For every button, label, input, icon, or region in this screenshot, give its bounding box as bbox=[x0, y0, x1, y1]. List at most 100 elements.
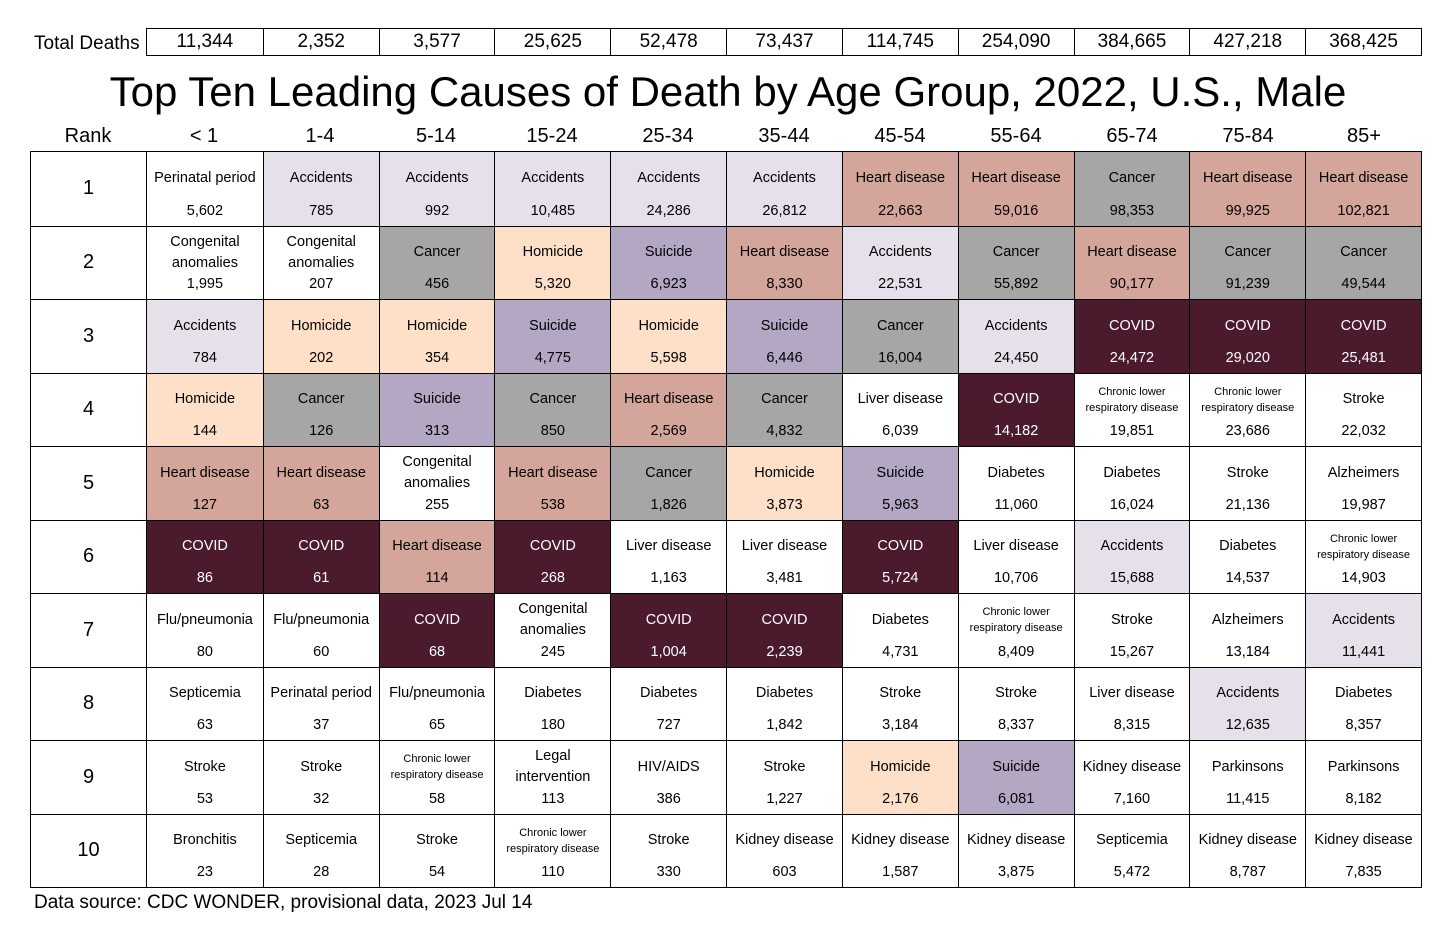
rank-label: 4 bbox=[31, 372, 147, 446]
cause-label: Cancer bbox=[529, 391, 577, 408]
death-count: 850 bbox=[540, 423, 565, 439]
cause-cell: Homicide 2,176 bbox=[841, 740, 958, 814]
cause-cell: Homicide 3,873 bbox=[726, 446, 842, 520]
cause-cell: Septicemia 5,472 bbox=[1073, 813, 1190, 887]
death-count: 5,472 bbox=[1113, 864, 1151, 880]
cause-label: Accidents bbox=[1100, 538, 1164, 555]
cause-cell: COVID 25,481 bbox=[1305, 299, 1421, 373]
cause-cell: Diabetes 4,731 bbox=[841, 593, 958, 667]
rank-label: 6 bbox=[31, 519, 147, 593]
cause-label: Suicide bbox=[644, 244, 693, 261]
cause-cell: Cancer 55,892 bbox=[957, 225, 1074, 299]
death-count: 13,184 bbox=[1225, 643, 1270, 660]
death-count: 59,016 bbox=[993, 202, 1039, 219]
cause-cell: Flu/pneumonia 65 bbox=[378, 666, 495, 740]
cause-cell: Diabetes 11,060 bbox=[957, 446, 1074, 520]
cause-label: Heart disease bbox=[392, 538, 482, 555]
cause-cell: COVID 1,004 bbox=[610, 593, 727, 667]
cause-cell: Cancer 850 bbox=[494, 372, 611, 446]
cause-cell: Chronic lower respiratory disease 23,686 bbox=[1189, 372, 1306, 446]
cause-label: Bronchitis bbox=[173, 832, 237, 849]
age-group-header: < 1 bbox=[189, 125, 219, 147]
cause-cell: COVID 24,472 bbox=[1073, 299, 1190, 373]
cause-label: Parkinsons bbox=[1211, 758, 1284, 775]
rank-label: 2 bbox=[31, 225, 147, 299]
cause-cell: Cancer 456 bbox=[378, 225, 495, 299]
death-count: 29,020 bbox=[1225, 349, 1270, 366]
death-count: 11,441 bbox=[1341, 643, 1386, 660]
cause-cell: Heart disease 63 bbox=[262, 446, 379, 520]
cause-label: Septicemia bbox=[285, 832, 358, 849]
cause-cell: Accidents 15,688 bbox=[1073, 519, 1190, 593]
death-count: 5,598 bbox=[650, 349, 687, 366]
death-count: 1,995 bbox=[186, 276, 224, 292]
rank-label: 8 bbox=[31, 666, 147, 740]
cause-cell: Cancer 126 bbox=[262, 372, 379, 446]
cause-cell: Suicide 6,081 bbox=[957, 740, 1074, 814]
total-deaths-label: Total Deaths bbox=[34, 33, 140, 54]
cause-label: Septicemia bbox=[169, 685, 241, 702]
cause-label: Kidney disease bbox=[1314, 832, 1413, 849]
death-count: 127 bbox=[192, 496, 217, 513]
death-count: 25,481 bbox=[1341, 349, 1386, 366]
death-count: 5,320 bbox=[534, 276, 571, 292]
cause-cell: Stroke 22,032 bbox=[1305, 372, 1421, 446]
cause-label: Heart disease bbox=[276, 464, 366, 481]
age-group-header: 15-24 bbox=[526, 125, 578, 147]
cause-label: COVID bbox=[645, 611, 692, 628]
cause-cell: Liver disease 10,706 bbox=[957, 519, 1074, 593]
total-deaths-value: 11,344 bbox=[176, 31, 234, 52]
death-count: 3,184 bbox=[882, 717, 919, 733]
age-group-header: 85+ bbox=[1347, 125, 1381, 147]
cause-label: Accidents bbox=[521, 170, 585, 187]
cause-cell: Stroke 21,136 bbox=[1189, 446, 1306, 520]
death-count: 8,315 bbox=[1113, 717, 1151, 733]
cause-cell: Kidney disease 7,160 bbox=[1073, 740, 1190, 814]
cause-label: COVID bbox=[181, 538, 228, 555]
cause-cell: Cancer 91,239 bbox=[1189, 225, 1306, 299]
cause-cell: Accidents 784 bbox=[147, 299, 263, 373]
cause-cell: Flu/pneumonia 60 bbox=[262, 593, 379, 667]
cause-label: Accidents bbox=[1216, 685, 1280, 702]
cause-label: Liver disease bbox=[973, 538, 1059, 555]
cause-cell: Liver disease 8,315 bbox=[1073, 666, 1190, 740]
death-count: 63 bbox=[196, 717, 213, 733]
cause-label: Alzheimers bbox=[1211, 611, 1284, 628]
cause-label: Congenital anomalies bbox=[402, 454, 472, 492]
death-count: 785 bbox=[309, 202, 334, 219]
death-count: 24,472 bbox=[1109, 349, 1155, 366]
cause-cell: Diabetes 16,024 bbox=[1073, 446, 1190, 520]
cause-label: Flu/pneumonia bbox=[389, 685, 485, 702]
cause-cell: Liver disease 3,481 bbox=[726, 519, 842, 593]
death-count: 8,337 bbox=[997, 717, 1035, 733]
cause-label: Cancer bbox=[413, 244, 461, 261]
death-count: 22,032 bbox=[1341, 423, 1386, 439]
cause-cell: Bronchitis 23 bbox=[147, 813, 263, 887]
death-count: 98,353 bbox=[1109, 202, 1155, 219]
death-count: 26,812 bbox=[762, 202, 807, 219]
death-count: 24,450 bbox=[993, 349, 1039, 366]
cause-cell: Accidents 22,531 bbox=[841, 225, 958, 299]
cause-label: Suicide bbox=[413, 391, 461, 408]
cause-cell: Congenital anomalies 255 bbox=[378, 446, 495, 520]
cause-cell: Alzheimers 13,184 bbox=[1189, 593, 1306, 667]
cause-label: Flu/pneumonia bbox=[273, 611, 370, 628]
chart-title: Top Ten Leading Causes of Death by Age G… bbox=[109, 68, 1347, 115]
cause-cell: Heart disease 8,330 bbox=[726, 225, 842, 299]
death-count: 23 bbox=[196, 864, 213, 880]
death-count: 32 bbox=[313, 790, 330, 807]
cause-label: Homicide bbox=[638, 317, 699, 334]
cause-label: Accidents bbox=[289, 170, 353, 187]
total-deaths-value: 427,218 bbox=[1189, 29, 1305, 55]
cause-label: Chronic lower respiratory disease bbox=[506, 826, 600, 855]
cause-label: Cancer bbox=[761, 391, 808, 408]
cause-cell: Heart disease 114 bbox=[378, 519, 495, 593]
cause-cell: COVID 5,724 bbox=[841, 519, 958, 593]
cause-label: Diabetes bbox=[524, 685, 582, 702]
rank-header: Rank bbox=[64, 125, 112, 147]
cause-label: Kidney disease bbox=[1082, 758, 1182, 775]
cause-label: COVID bbox=[1340, 317, 1387, 334]
death-count: 63 bbox=[313, 496, 330, 513]
cause-cell: Heart disease 90,177 bbox=[1073, 225, 1190, 299]
death-count: 4,731 bbox=[882, 643, 919, 660]
